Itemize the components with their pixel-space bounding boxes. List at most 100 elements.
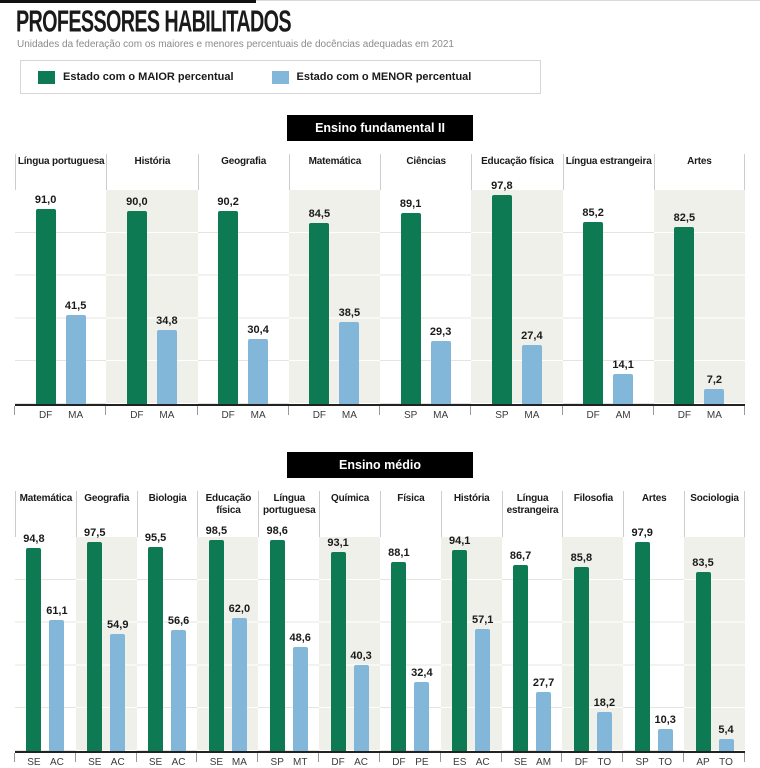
maior-bar <box>309 223 330 404</box>
column-subject-label: Ciências <box>380 154 471 190</box>
column-state-labels: SE AC <box>14 751 76 768</box>
menor-state-label: AM <box>615 410 631 421</box>
column-subject-label: Língua estrangeira <box>501 491 563 537</box>
maior-bar <box>269 540 285 751</box>
menor-state-label: MA <box>706 410 722 421</box>
menor-state-label: AC <box>354 757 368 768</box>
menor-bar <box>49 620 65 751</box>
chart-column: Língua portuguesa 91,0 41,5 DF MA <box>13 154 107 423</box>
menor-value-label: 27,4 <box>521 330 543 343</box>
menor-state-label: MA <box>433 410 449 421</box>
top-rule <box>0 0 760 3</box>
maior-state-label: SP <box>635 757 649 768</box>
maior-bar <box>208 540 224 751</box>
maior-state-label: DF <box>38 410 53 421</box>
maior-bar <box>87 542 103 751</box>
column-plot: 98,6 48,6 <box>258 525 320 751</box>
column-plot: 84,5 38,5 <box>288 190 380 404</box>
column-subject-label: Educação física <box>197 491 258 537</box>
menor-state-label: MA <box>231 757 247 768</box>
column-state-labels: DF MA <box>105 404 198 423</box>
maior-value-label: 86,7 <box>509 550 532 563</box>
column-plot: 94,1 57,1 <box>440 535 502 751</box>
column-state-labels: SP TO <box>622 751 685 768</box>
maior-state-label: SE <box>148 757 163 768</box>
section-title-badge: Ensino fundamental II <box>287 115 473 141</box>
menor-state-label: AC <box>49 757 64 768</box>
maior-value-label: 90,2 <box>217 195 239 208</box>
maior-state-label: SP <box>495 410 509 421</box>
top-rule-black <box>0 0 256 3</box>
column-subject-label: Química <box>319 491 380 537</box>
maior-value-label: 91,0 <box>34 194 57 207</box>
menor-state-label: MA <box>68 410 84 421</box>
maior-value-label: 98,6 <box>266 525 288 537</box>
chart-column: Geografia 90,2 30,4 DF MA <box>196 154 289 423</box>
maior-bar <box>218 210 239 404</box>
maior-bar <box>400 213 421 404</box>
column-plot: 97,5 54,9 <box>75 527 137 751</box>
maior-state-label: DF <box>221 410 235 421</box>
column-subject-label: Geografia <box>197 154 289 190</box>
menor-value-label: 34,8 <box>156 314 178 327</box>
maior-value-label: 84,5 <box>308 208 331 221</box>
maior-bar <box>330 551 346 751</box>
column-state-labels: ES AC <box>439 751 502 768</box>
column-state-labels: DF PE <box>378 751 441 768</box>
column-plot: 97,8 27,4 <box>471 180 563 404</box>
menor-value-label: 40,3 <box>350 649 372 662</box>
chart-column: História 90,0 34,8 DF MA <box>105 154 198 423</box>
menor-value-label: 18,2 <box>593 697 616 710</box>
column-subject-label: Artes <box>653 154 745 190</box>
menor-bar <box>65 315 86 404</box>
menor-state-label: MA <box>159 410 175 421</box>
column-state-labels: SE AC <box>135 751 198 768</box>
maior-state-label: DF <box>312 410 327 421</box>
maior-bar <box>573 567 589 751</box>
column-plot: 86,7 27,7 <box>501 537 563 751</box>
chart-column: Educação física 97,8 27,4 SP MA <box>470 154 563 423</box>
column-plot: 91,0 41,5 <box>15 190 107 404</box>
menor-bar <box>430 341 451 404</box>
column-state-labels: SE AM <box>500 751 563 768</box>
column-subject-label: História <box>440 491 502 537</box>
column-plot: 83,5 5,4 <box>684 537 745 751</box>
maior-bar <box>634 541 650 751</box>
column-state-labels: DF MA <box>13 404 107 423</box>
column-plot: 97,9 10,3 <box>623 527 685 751</box>
chart-column: Geografia 97,5 54,9 SE AC <box>74 491 137 768</box>
maior-value-label: 97,5 <box>84 527 106 540</box>
maior-state-label: DF <box>392 757 406 768</box>
chart-column: Ciências 89,1 29,3 SP MA <box>378 154 472 423</box>
column-state-labels: SP MA <box>470 404 563 423</box>
menor-bar <box>536 691 552 751</box>
maior-value-label: 97,9 <box>631 526 653 539</box>
menor-bar <box>292 647 308 751</box>
legend-item-maior: Estado com o MAIOR percentual <box>38 70 234 84</box>
menor-value-label: 54,9 <box>107 618 129 631</box>
column-subject-label: Artes <box>623 491 684 537</box>
menor-value-label: 10,3 <box>654 713 676 726</box>
menor-value-label: 56,6 <box>167 614 190 627</box>
column-state-labels: SE AC <box>74 751 137 768</box>
maior-legend-swatch <box>38 70 55 84</box>
maior-value-label: 90,0 <box>126 196 148 209</box>
menor-bar <box>596 712 612 751</box>
chart-column: Língua estrangeira 86,7 27,7 SE AM <box>500 491 563 768</box>
menor-bar <box>171 629 187 751</box>
menor-value-label: 57,1 <box>471 613 494 626</box>
maior-value-label: 89,1 <box>399 198 422 211</box>
column-state-labels: DF TO <box>561 751 624 768</box>
section-title-badge: Ensino médio <box>287 452 473 478</box>
column-subject-label: Geografia <box>75 491 137 537</box>
menor-value-label: 41,5 <box>64 300 87 313</box>
menor-bar <box>156 329 177 404</box>
maior-bar <box>491 194 512 404</box>
column-plot: 94,8 61,1 <box>15 533 76 751</box>
maior-state-label: SP <box>270 757 284 768</box>
column-state-labels: DF MA <box>196 404 289 423</box>
maior-value-label: 85,8 <box>570 552 593 565</box>
menor-state-label: PE <box>415 757 429 768</box>
chart-column: Filosofia 85,8 18,2 DF TO <box>561 491 624 768</box>
maior-value-label: 85,2 <box>582 206 604 219</box>
